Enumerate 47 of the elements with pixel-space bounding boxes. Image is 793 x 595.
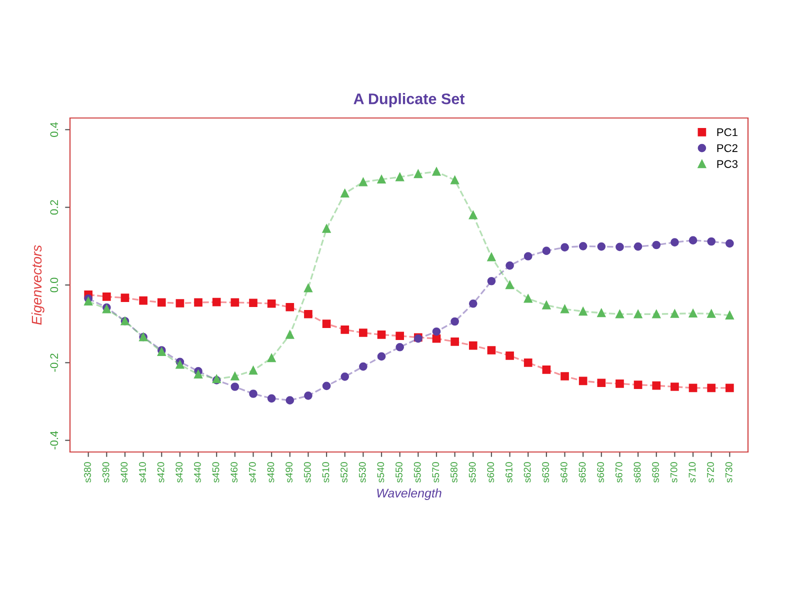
x-tick-label: s620 <box>524 462 531 483</box>
x-tick-label: s700 <box>670 462 678 483</box>
y-tick-label: -0.2 <box>50 354 58 372</box>
x-tick-label: s410 <box>139 462 146 483</box>
legend-label: PC3 <box>717 160 738 168</box>
y-tick-label: 0.4 <box>50 122 58 137</box>
x-tick-label: s680 <box>634 462 641 483</box>
y-tick-label: 0.0 <box>50 278 58 292</box>
x-tick-label: s640 <box>560 462 568 483</box>
x-tick-label: s690 <box>652 462 659 483</box>
legend-label: PC1 <box>717 128 738 136</box>
x-tick-label: s730 <box>725 462 732 483</box>
x-tick-label: s540 <box>377 462 384 483</box>
x-tick-label: s720 <box>707 462 714 483</box>
x-tick-label: s570 <box>432 462 440 483</box>
x-tick-label: s560 <box>414 462 421 483</box>
x-tick-label: s660 <box>597 462 604 483</box>
x-tick-label: s610 <box>506 462 512 483</box>
x-tick-label: s710 <box>688 462 696 483</box>
x-tick-label: s400 <box>120 462 128 483</box>
y-tick-label: 0.2 <box>50 200 58 215</box>
x-tick-label: s480 <box>267 462 274 483</box>
y-tick-label: -0.4 <box>50 431 58 450</box>
x-tick-label: s380 <box>84 462 91 483</box>
x-tick-label: s470 <box>248 462 256 483</box>
x-tick-label: s450 <box>212 462 220 483</box>
x-tick-label: s670 <box>615 462 622 483</box>
x-tick-label: s600 <box>487 462 494 483</box>
x-tick-label: s430 <box>176 462 183 483</box>
x-tick-label: s650 <box>578 462 586 483</box>
x-tick-label: s530 <box>358 462 366 483</box>
x-tick-label: s520 <box>340 462 348 483</box>
x-tick-label: s550 <box>396 462 402 483</box>
legend-label: PC2 <box>717 144 738 152</box>
chart-title: A Duplicate Set <box>354 93 465 108</box>
x-tick-label: s500 <box>304 462 311 483</box>
x-tick-label: s460 <box>230 462 238 483</box>
x-axis-title: Wavelength <box>377 488 442 500</box>
x-tick-label: s590 <box>468 462 476 483</box>
y-axis-title: Eigenvectors <box>31 245 44 325</box>
x-tick-label: s440 <box>194 462 201 483</box>
x-tick-label: s510 <box>322 462 330 483</box>
x-tick-label: s580 <box>450 462 458 483</box>
x-tick-label: s390 <box>102 462 110 483</box>
x-tick-label: s420 <box>157 462 164 483</box>
x-tick-label: s630 <box>542 462 550 483</box>
x-tick-label: s490 <box>286 462 292 483</box>
